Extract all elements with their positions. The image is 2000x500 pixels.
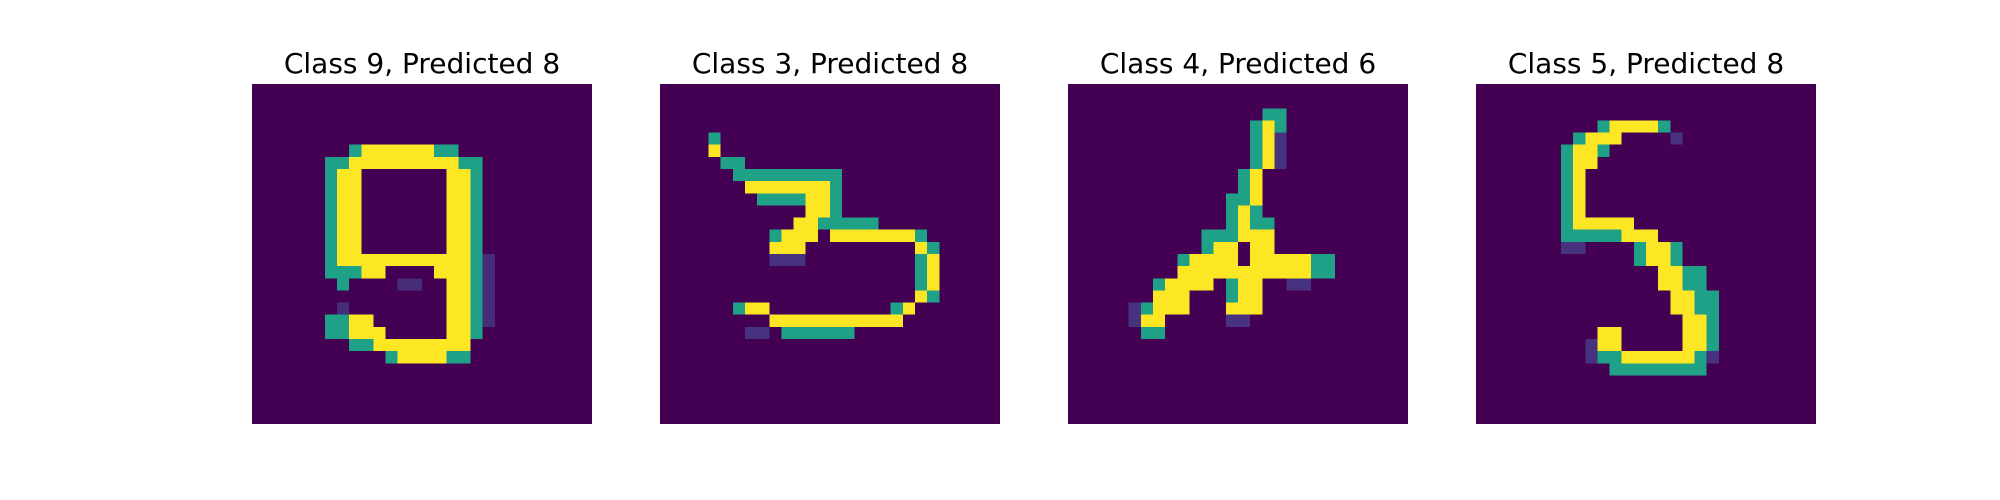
figure-panel-1: Class 9, Predicted 8: [252, 0, 592, 500]
figure-panel-4: Class 5, Predicted 8: [1476, 0, 1816, 500]
digit-image-9: [252, 84, 592, 424]
panel-title: Class 4, Predicted 6: [1099, 47, 1377, 80]
figure-panel-2: Class 3, Predicted 8: [660, 0, 1000, 500]
panel-title: Class 3, Predicted 8: [691, 47, 969, 80]
figure-panel-3: Class 4, Predicted 6: [1068, 0, 1408, 500]
digit-image-4: [1068, 84, 1408, 424]
panel-title: Class 9, Predicted 8: [283, 47, 561, 80]
panel-title: Class 5, Predicted 8: [1507, 47, 1785, 80]
digit-image-3: [660, 84, 1000, 424]
digit-image-5: [1476, 84, 1816, 424]
